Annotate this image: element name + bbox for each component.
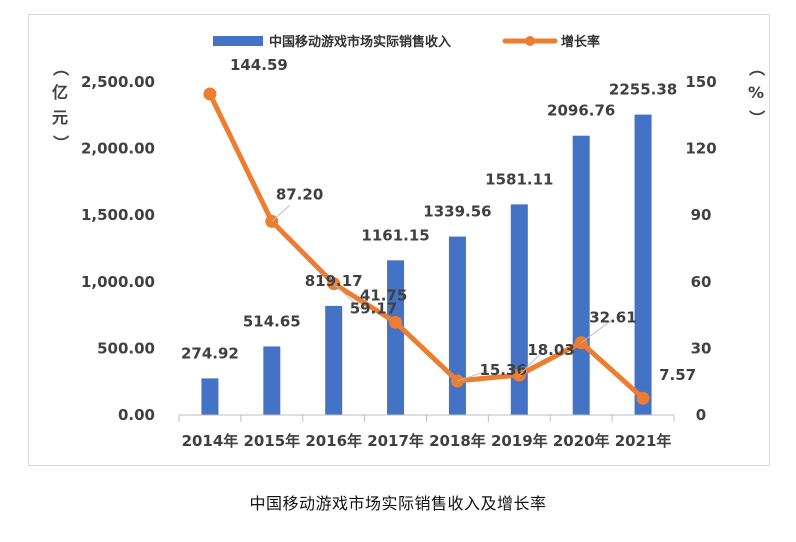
x-axis: 2014年 2015年 2016年 2017年 2018年 2019年 2020年 2021年 [178, 414, 675, 450]
line-label-leader [580, 320, 612, 344]
line-data-label: 41.75 [360, 286, 407, 304]
bar-data-label: 2255.38 [609, 81, 677, 99]
bar [201, 378, 219, 415]
legend-line-label: 增长率 [561, 34, 600, 50]
x-tick-label: 2014年 [182, 432, 239, 450]
y-left-tick-label: 0.00 [118, 406, 155, 424]
legend-bar-label: 中国移动游戏市场实际销售收入 [269, 34, 451, 50]
legend-line-marker [525, 36, 535, 46]
x-tick-label: 2017年 [367, 432, 424, 450]
bar-series [201, 114, 652, 416]
growth-line [207, 91, 646, 401]
bar-data-label: 1161.15 [361, 226, 429, 244]
y-left-tick-label: 500.00 [97, 339, 155, 357]
y-left-ticks: 0.00 500.00 1,000.00 1,500.00 2,000.00 2,500.… [81, 73, 155, 424]
line-data-label: 15.36 [479, 361, 526, 379]
bar [325, 305, 343, 415]
y-left-label-char: （ [51, 60, 70, 76]
chart-caption: 中国移动游戏市场实际销售收入及增长率 [249, 494, 547, 513]
x-tick-label: 2019年 [491, 432, 548, 450]
bar [263, 346, 281, 415]
chart-frame: 中国移动游戏市场实际销售收入 增长率 （ 亿元 ） （% ） 0.00 500.00 1,0… [28, 14, 770, 466]
y-right-tick-label: 0 [696, 406, 706, 424]
y-right-axis-label: （% ） [747, 60, 766, 126]
y-right-tick-label: 60 [691, 273, 712, 291]
y-left-tick-label: 1,000.00 [81, 273, 155, 291]
line-data-label: 7.57 [659, 366, 696, 384]
bar-data-label: 819.17 [305, 272, 363, 290]
x-tick-label: 2021年 [615, 432, 672, 450]
line-label-leader [457, 370, 488, 382]
chart-svg: 中国移动游戏市场实际销售收入 增长率 （ 亿元 ） （% ） 0.00 500.00 1,0… [51, 34, 766, 450]
y-left-label-char: ） [51, 135, 70, 151]
y-right-tick-label: 90 [691, 206, 712, 224]
legend: 中国移动游戏市场实际销售收入 增长率 [213, 34, 600, 50]
line-data-label: 87.20 [276, 185, 323, 203]
y-right-ticks: 0 30 60 90 120 150 [685, 73, 716, 424]
line-point [389, 315, 403, 329]
bar-data-label: 274.92 [181, 344, 239, 362]
line-data-label: 18.03 [527, 341, 574, 359]
y-right-tick-label: 120 [685, 140, 716, 158]
bar [448, 236, 466, 415]
line-data-label: 144.59 [230, 56, 288, 74]
x-tick-label: 2020年 [553, 432, 610, 450]
x-tick-label: 2016年 [305, 432, 362, 450]
y-left-tick-label: 1,500.00 [81, 206, 155, 224]
y-left-axis-label: （ 亿元 ） [51, 60, 70, 151]
line-label-leader [518, 354, 540, 376]
y-right-label-char: （ [747, 60, 766, 76]
bar [572, 135, 590, 415]
bar-data-label: 514.65 [243, 312, 301, 330]
y-left-tick-label: 2,500.00 [81, 73, 155, 91]
bar-data-label: 2096.76 [547, 102, 615, 120]
x-tick-label: 2018年 [429, 432, 486, 450]
y-left-tick-label: 2,000.00 [81, 140, 155, 158]
bar-data-label: 1581.11 [485, 170, 553, 188]
line-point [203, 87, 217, 101]
x-tick-label: 2015年 [243, 432, 300, 450]
legend-bar-swatch [213, 36, 263, 46]
y-right-tick-label: 30 [691, 339, 712, 357]
line-series [203, 87, 650, 405]
y-right-label-char: ） [747, 110, 766, 126]
y-right-label-char: % [748, 83, 764, 102]
line-point [636, 391, 650, 405]
line-label-leader [333, 283, 363, 311]
bar [387, 260, 405, 415]
bar [634, 114, 652, 416]
bar [510, 204, 528, 415]
line-label-leader [271, 205, 291, 222]
bar-data-label: 1339.56 [423, 203, 491, 221]
y-left-label-char: 亿 [52, 83, 68, 102]
line-data-label: 59.17 [350, 300, 397, 318]
line-data-label: 32.61 [589, 309, 636, 327]
y-right-tick-label: 150 [685, 73, 716, 91]
y-left-label-char: 元 [52, 108, 68, 127]
